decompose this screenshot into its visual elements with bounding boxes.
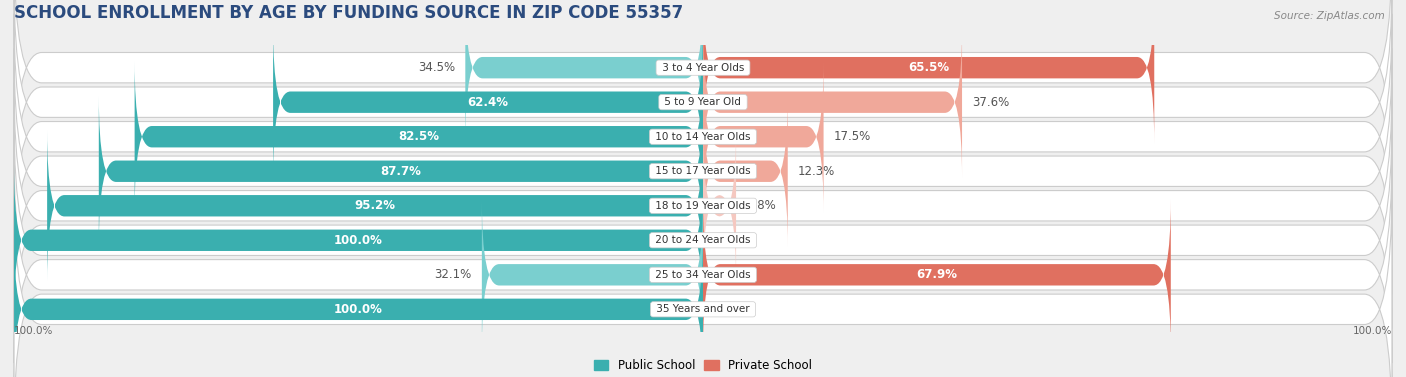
Text: 82.5%: 82.5%	[398, 130, 439, 143]
FancyBboxPatch shape	[14, 234, 703, 377]
FancyBboxPatch shape	[14, 14, 1392, 260]
Text: 100.0%: 100.0%	[14, 326, 53, 336]
FancyBboxPatch shape	[703, 199, 1171, 350]
Text: 17.5%: 17.5%	[834, 130, 872, 143]
FancyBboxPatch shape	[703, 61, 824, 212]
FancyBboxPatch shape	[703, 130, 737, 281]
FancyBboxPatch shape	[98, 96, 703, 247]
FancyBboxPatch shape	[14, 83, 1392, 329]
FancyBboxPatch shape	[14, 165, 703, 316]
Text: SCHOOL ENROLLMENT BY AGE BY FUNDING SOURCE IN ZIP CODE 55357: SCHOOL ENROLLMENT BY AGE BY FUNDING SOUR…	[14, 4, 683, 22]
Text: 25 to 34 Year Olds: 25 to 34 Year Olds	[652, 270, 754, 280]
Text: 100.0%: 100.0%	[335, 234, 382, 247]
FancyBboxPatch shape	[14, 152, 1392, 377]
FancyBboxPatch shape	[14, 0, 1392, 190]
FancyBboxPatch shape	[14, 0, 1392, 225]
Text: 35 Years and over: 35 Years and over	[652, 304, 754, 314]
Text: 95.2%: 95.2%	[354, 199, 395, 212]
Text: Source: ZipAtlas.com: Source: ZipAtlas.com	[1274, 11, 1385, 21]
Text: 34.5%: 34.5%	[418, 61, 456, 74]
FancyBboxPatch shape	[14, 117, 1392, 363]
Text: 5 to 9 Year Old: 5 to 9 Year Old	[661, 97, 745, 107]
Text: 100.0%: 100.0%	[335, 303, 382, 316]
FancyBboxPatch shape	[482, 199, 703, 350]
Text: 32.1%: 32.1%	[434, 268, 471, 281]
Text: 18 to 19 Year Olds: 18 to 19 Year Olds	[652, 201, 754, 211]
FancyBboxPatch shape	[703, 27, 962, 178]
FancyBboxPatch shape	[703, 96, 787, 247]
FancyBboxPatch shape	[703, 0, 1154, 143]
Text: 67.9%: 67.9%	[917, 268, 957, 281]
Text: 100.0%: 100.0%	[1353, 326, 1392, 336]
Text: 4.8%: 4.8%	[747, 199, 776, 212]
Text: 0.0%: 0.0%	[713, 234, 742, 247]
Text: 0.0%: 0.0%	[713, 303, 742, 316]
Text: 12.3%: 12.3%	[799, 165, 835, 178]
Text: 15 to 17 Year Olds: 15 to 17 Year Olds	[652, 166, 754, 176]
FancyBboxPatch shape	[48, 130, 703, 281]
Text: 3 to 4 Year Olds: 3 to 4 Year Olds	[658, 63, 748, 73]
FancyBboxPatch shape	[273, 27, 703, 178]
Text: 62.4%: 62.4%	[468, 96, 509, 109]
Text: 20 to 24 Year Olds: 20 to 24 Year Olds	[652, 235, 754, 245]
FancyBboxPatch shape	[135, 61, 703, 212]
Text: 65.5%: 65.5%	[908, 61, 949, 74]
Text: 87.7%: 87.7%	[381, 165, 422, 178]
FancyBboxPatch shape	[465, 0, 703, 143]
Text: 37.6%: 37.6%	[973, 96, 1010, 109]
Legend: Public School, Private School: Public School, Private School	[593, 359, 813, 372]
FancyBboxPatch shape	[14, 187, 1392, 377]
FancyBboxPatch shape	[14, 48, 1392, 294]
Text: 10 to 14 Year Olds: 10 to 14 Year Olds	[652, 132, 754, 142]
